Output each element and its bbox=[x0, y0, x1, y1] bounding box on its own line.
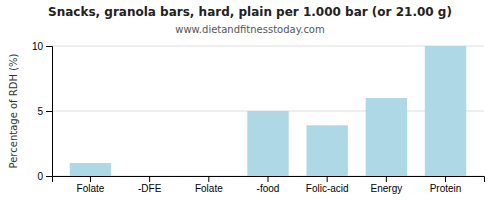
x-tick-mark bbox=[386, 176, 387, 182]
grid bbox=[52, 46, 484, 176]
x-axis: Folate -DFE Folate -food Folic-acid Energy Pro… bbox=[53, 176, 485, 194]
x-tick-mark bbox=[445, 176, 446, 182]
y-axis: 0 5 10 bbox=[32, 41, 53, 182]
x-tick-label: -DFE bbox=[138, 183, 162, 194]
y-tick-mark bbox=[46, 111, 52, 112]
y-tick-mark bbox=[46, 176, 52, 177]
y-tick-label: 10 bbox=[32, 41, 44, 52]
bar bbox=[247, 111, 288, 176]
grid-line bbox=[52, 46, 484, 47]
subtitle: www.dietandfitnesstoday.com bbox=[175, 24, 324, 35]
x-tick: -DFE bbox=[138, 176, 162, 194]
bar bbox=[366, 98, 407, 176]
bar bbox=[188, 176, 229, 177]
y-axis-line bbox=[46, 47, 53, 177]
x-tick-mark bbox=[208, 176, 209, 182]
chart: Folate -DFE Folate -food Folic-acid Energy Pro… bbox=[0, 0, 500, 200]
x-tick-mark bbox=[268, 176, 269, 182]
x-tick-mark bbox=[327, 176, 328, 182]
y-tick-label: 5 bbox=[37, 106, 43, 117]
x-tick: Protein bbox=[430, 176, 462, 194]
y-tick: 0 bbox=[37, 171, 52, 182]
y-tick-mark bbox=[46, 46, 52, 47]
bar bbox=[70, 163, 111, 176]
bar bbox=[306, 125, 347, 176]
x-tick: Folate bbox=[77, 176, 105, 194]
x-axis-line bbox=[53, 177, 485, 183]
x-tick-label: Folate bbox=[77, 183, 105, 194]
x-tick-label: Folate bbox=[195, 183, 223, 194]
x-tick: Folate bbox=[195, 176, 223, 194]
y-tick-label: 0 bbox=[37, 171, 43, 182]
x-tick-label: Energy bbox=[371, 183, 403, 194]
x-tick-mark bbox=[90, 176, 91, 182]
bar bbox=[129, 176, 170, 177]
x-tick: Energy bbox=[371, 176, 403, 194]
x-tick: Folic-acid bbox=[306, 176, 349, 194]
x-tick-label: -food bbox=[257, 183, 280, 194]
x-tick-mark bbox=[149, 176, 150, 182]
bars bbox=[70, 46, 466, 176]
x-tick: -food bbox=[257, 176, 280, 194]
x-tick-label: Protein bbox=[430, 183, 462, 194]
x-tick-label: Folic-acid bbox=[306, 183, 349, 194]
bar bbox=[425, 46, 466, 176]
title: Snacks, granola bars, hard, plain per 1.… bbox=[48, 5, 452, 19]
y-tick: 5 bbox=[37, 106, 52, 117]
y-axis-title: Percentage of RDH (%) bbox=[8, 53, 19, 168]
y-tick: 10 bbox=[32, 41, 52, 52]
